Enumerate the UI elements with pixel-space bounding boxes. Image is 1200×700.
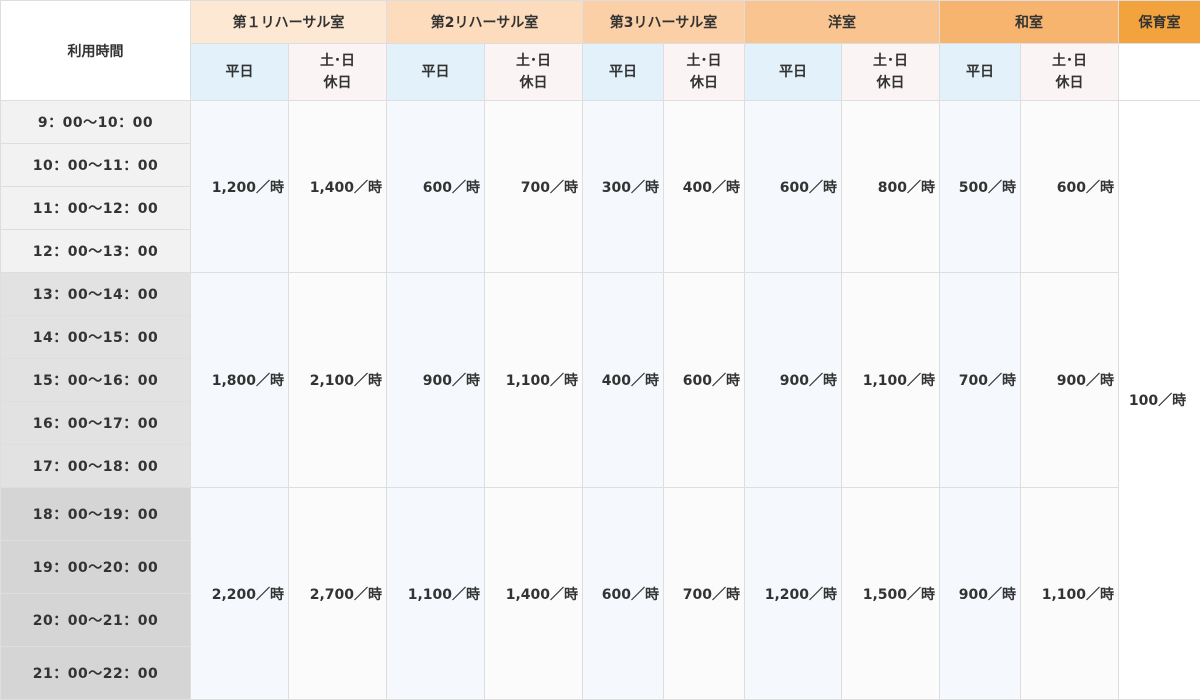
time-slot: 14：00～15：00 xyxy=(1,316,191,359)
room-header-japanese: 和室 xyxy=(940,1,1119,44)
room-header-rehearsal-1: 第１リハーサル室 xyxy=(191,1,387,44)
rate-cell: 800／時 xyxy=(842,101,940,273)
rate-cell: 600／時 xyxy=(745,101,842,273)
room-header-rehearsal-3: 第3リハーサル室 xyxy=(583,1,745,44)
rate-cell: 2,100／時 xyxy=(289,273,387,488)
time-slot: 15：00～16：00 xyxy=(1,359,191,402)
rate-cell: 600／時 xyxy=(387,101,485,273)
rate-cell: 700／時 xyxy=(485,101,583,273)
rate-cell: 400／時 xyxy=(583,273,664,488)
room-header-western: 洋室 xyxy=(745,1,940,44)
rate-cell: 600／時 xyxy=(1021,101,1119,273)
time-slot: 21：00～22：00 xyxy=(1,647,191,700)
rate-cell: 1,100／時 xyxy=(485,273,583,488)
rate-cell: 900／時 xyxy=(745,273,842,488)
rate-cell: 2,700／時 xyxy=(289,488,387,700)
time-slot: 9：00～10：00 xyxy=(1,101,191,144)
holiday-header-line2: 休日 xyxy=(877,75,905,91)
holiday-header-line2: 休日 xyxy=(324,75,352,91)
time-slot: 20：00～21：00 xyxy=(1,594,191,647)
holiday-header-line2: 休日 xyxy=(1056,75,1084,91)
holiday-header-line2: 休日 xyxy=(520,75,548,91)
rate-cell: 400／時 xyxy=(664,101,745,273)
rate-cell: 1,200／時 xyxy=(745,488,842,700)
holiday-header: 土･日休日 xyxy=(1021,44,1119,101)
rate-cell: 1,400／時 xyxy=(289,101,387,273)
nursery-rate-cell: 100／時 xyxy=(1119,101,1200,700)
header-row-rooms: 利用時間 第１リハーサル室 第2リハーサル室 第3リハーサル室 洋室 和室 保育… xyxy=(1,1,1200,44)
weekday-header: 平日 xyxy=(387,44,485,101)
time-slot: 10：00～11：00 xyxy=(1,144,191,187)
holiday-header: 土･日休日 xyxy=(289,44,387,101)
table-row: 13：00～14：00 1,800／時 2,100／時 900／時 1,100／… xyxy=(1,273,1200,316)
rate-cell: 600／時 xyxy=(583,488,664,700)
rate-cell: 2,200／時 xyxy=(191,488,289,700)
holiday-header: 土･日休日 xyxy=(485,44,583,101)
weekday-header: 平日 xyxy=(940,44,1021,101)
holiday-header-line1: 土･日 xyxy=(873,53,908,69)
rate-cell: 500／時 xyxy=(940,101,1021,273)
time-slot: 11：00～12：00 xyxy=(1,187,191,230)
time-slot: 13：00～14：00 xyxy=(1,273,191,316)
rate-cell: 1,500／時 xyxy=(842,488,940,700)
holiday-header-line2: 休日 xyxy=(690,75,718,91)
holiday-header-line1: 土･日 xyxy=(516,53,551,69)
rate-cell: 1,800／時 xyxy=(191,273,289,488)
rate-cell: 1,100／時 xyxy=(1021,488,1119,700)
rate-cell: 700／時 xyxy=(664,488,745,700)
time-slot: 16：00～17：00 xyxy=(1,402,191,445)
rate-cell: 900／時 xyxy=(1021,273,1119,488)
time-slot: 18：00～19：00 xyxy=(1,488,191,541)
table-row: 18：00～19：00 2,200／時 2,700／時 1,100／時 1,40… xyxy=(1,488,1200,541)
rate-cell: 300／時 xyxy=(583,101,664,273)
rate-cell: 1,200／時 xyxy=(191,101,289,273)
rate-cell: 900／時 xyxy=(387,273,485,488)
rate-cell: 900／時 xyxy=(940,488,1021,700)
rate-cell: 1,100／時 xyxy=(842,273,940,488)
holiday-header-line1: 土･日 xyxy=(320,53,355,69)
weekday-header: 平日 xyxy=(191,44,289,101)
holiday-header: 土･日休日 xyxy=(842,44,940,101)
room-header-rehearsal-2: 第2リハーサル室 xyxy=(387,1,583,44)
weekday-header: 平日 xyxy=(745,44,842,101)
time-column-header: 利用時間 xyxy=(1,1,191,101)
rate-cell: 600／時 xyxy=(664,273,745,488)
rate-cell: 700／時 xyxy=(940,273,1021,488)
rate-cell: 1,400／時 xyxy=(485,488,583,700)
weekday-header: 平日 xyxy=(583,44,664,101)
time-slot: 12：00～13：00 xyxy=(1,230,191,273)
holiday-header-line1: 土･日 xyxy=(687,53,722,69)
rate-cell: 1,100／時 xyxy=(387,488,485,700)
time-slot: 17：00～18：00 xyxy=(1,445,191,488)
time-slot: 19：00～20：00 xyxy=(1,541,191,594)
room-header-nursery: 保育室 xyxy=(1119,1,1200,44)
nursery-subheader-blank xyxy=(1119,44,1200,101)
table-row: 9：00～10：00 1,200／時 1,400／時 600／時 700／時 3… xyxy=(1,101,1200,144)
holiday-header-line1: 土･日 xyxy=(1052,53,1087,69)
holiday-header: 土･日休日 xyxy=(664,44,745,101)
